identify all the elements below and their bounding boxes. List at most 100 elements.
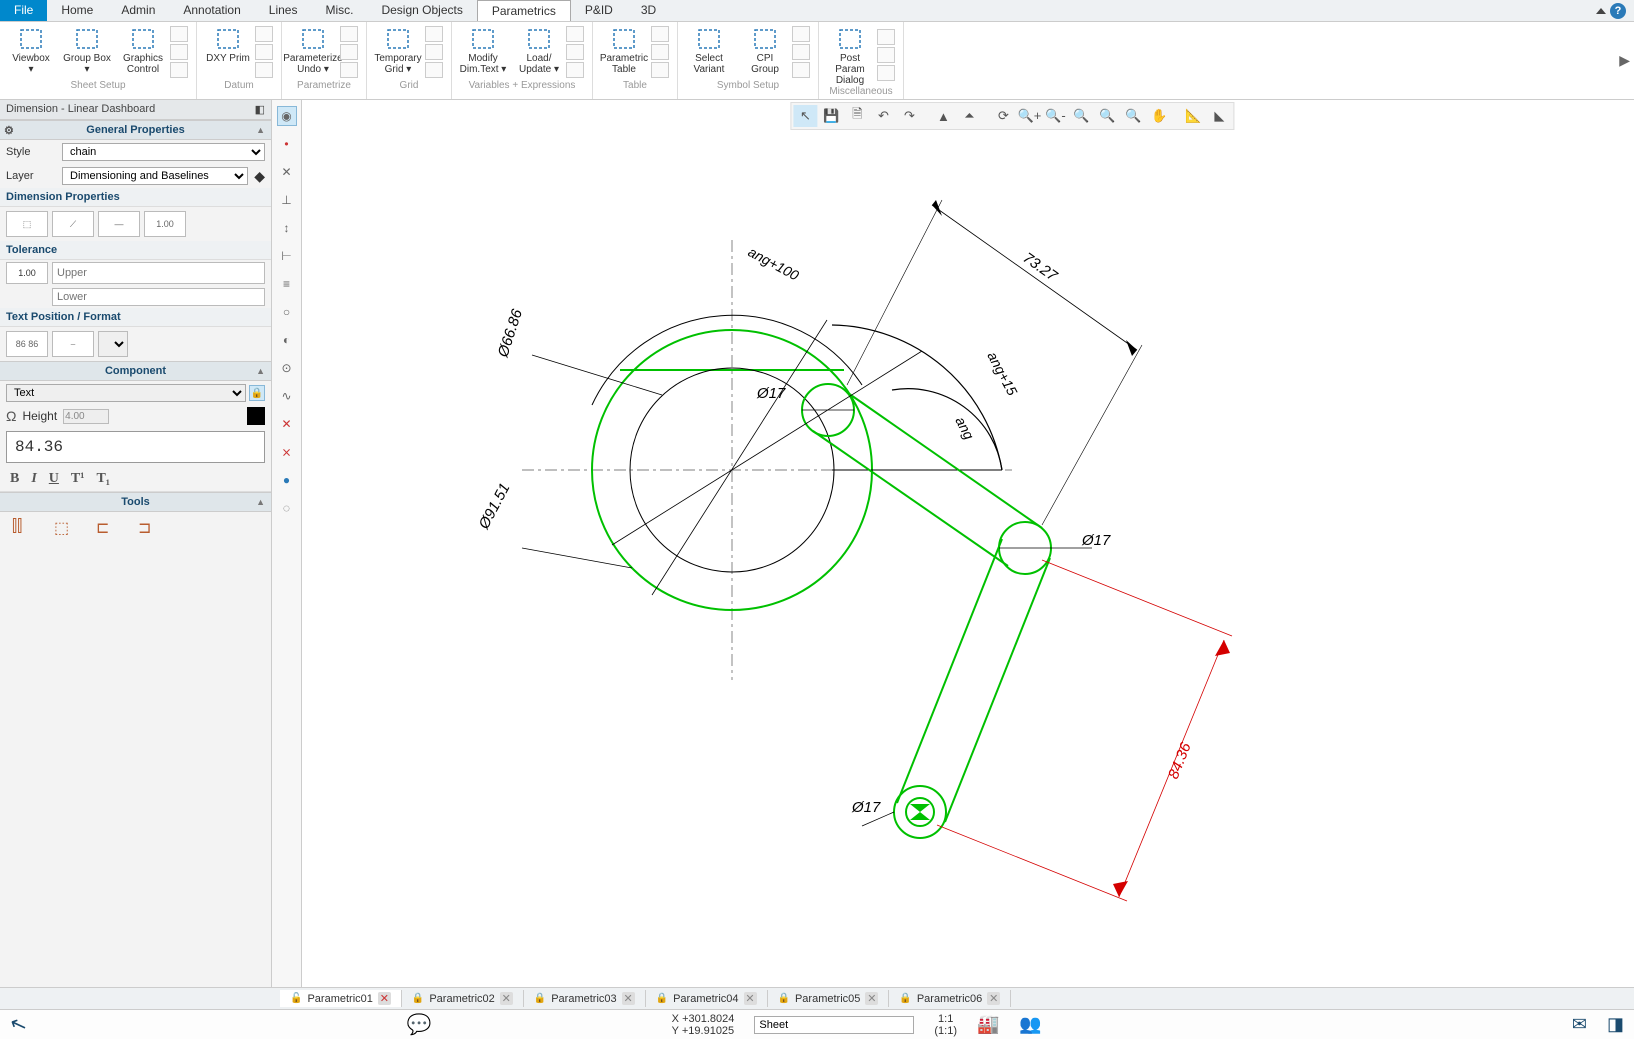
tol-upper-input[interactable]	[52, 262, 265, 284]
menu-3d[interactable]: 3D	[627, 0, 670, 21]
component-type-select[interactable]: Text	[6, 384, 246, 402]
menu-file[interactable]: File	[0, 0, 47, 21]
superscript-button[interactable]: T¹	[71, 471, 85, 487]
menu-design-objects[interactable]: Design Objects	[367, 0, 476, 21]
building-icon[interactable]: 🏭	[977, 1014, 999, 1035]
ribbon-mini-icon[interactable]	[651, 44, 669, 60]
ribbon-button[interactable]: Group Box▾	[62, 24, 112, 80]
ribbon-mini-icon[interactable]	[425, 62, 443, 78]
menu-annotation[interactable]: Annotation	[169, 0, 254, 21]
ctool-save[interactable]: 💾	[819, 105, 843, 127]
sheet-input[interactable]	[754, 1016, 914, 1034]
lock-icon[interactable]: 🔒	[249, 385, 265, 401]
vtool-9[interactable]: ⊙	[277, 358, 297, 378]
close-icon[interactable]: ✕	[622, 992, 635, 1005]
ribbon-button[interactable]: ModifyDim.Text ▾	[458, 24, 508, 80]
document-tab[interactable]: 🔓Parametric01✕	[280, 990, 402, 1007]
close-icon[interactable]: ✕	[500, 992, 513, 1005]
ribbon-mini-icon[interactable]	[425, 26, 443, 42]
menu-misc[interactable]: Misc.	[311, 0, 367, 21]
chat-icon[interactable]: 💬	[407, 1012, 432, 1037]
textpos-select[interactable]	[98, 331, 128, 357]
document-tab[interactable]: 🔒Parametric06✕	[889, 990, 1011, 1007]
ctool-redo[interactable]: ↷	[897, 105, 921, 127]
close-icon[interactable]: ✕	[378, 992, 391, 1005]
ribbon-mini-icon[interactable]	[255, 26, 273, 42]
tool-2[interactable]: ⬚	[54, 518, 78, 540]
vtool-11[interactable]: ✕	[277, 414, 297, 434]
menu-lines[interactable]: Lines	[255, 0, 312, 21]
ctool-refresh[interactable]: ⟳	[991, 105, 1015, 127]
style-select[interactable]: chain	[62, 143, 265, 161]
textpos-btn-2[interactable]: ⎯	[52, 331, 94, 357]
ribbon-button[interactable]: CPIGroup	[740, 24, 790, 80]
mail-icon[interactable]: ✉	[1572, 1014, 1587, 1035]
ribbon-button[interactable]: DXY Prim	[203, 24, 253, 80]
gear-icon[interactable]: ⚙	[4, 124, 14, 137]
ctool-zoomout[interactable]: 🔍-	[1043, 105, 1067, 127]
ribbon-mini-icon[interactable]	[651, 26, 669, 42]
ribbon-scroll-right-icon[interactable]: ▶	[1619, 52, 1630, 69]
ribbon-mini-icon[interactable]	[877, 29, 895, 45]
ribbon-button[interactable]: Post ParamDialog	[825, 24, 875, 86]
ribbon-mini-icon[interactable]	[792, 26, 810, 42]
ribbon-button[interactable]: SelectVariant	[684, 24, 734, 80]
ctool-top2[interactable]: ⏶	[957, 105, 981, 127]
vtool-14[interactable]: ◌	[277, 498, 297, 518]
ribbon-mini-icon[interactable]	[566, 44, 584, 60]
ribbon-mini-icon[interactable]	[566, 62, 584, 78]
ctool-undo[interactable]: ↶	[871, 105, 895, 127]
panel-icon[interactable]: ◨	[1607, 1014, 1624, 1035]
section-component[interactable]: Component ▲	[0, 361, 271, 381]
ribbon-mini-icon[interactable]	[255, 62, 273, 78]
ribbon-mini-icon[interactable]	[792, 44, 810, 60]
ribbon-mini-icon[interactable]	[425, 44, 443, 60]
ribbon-button[interactable]: GraphicsControl	[118, 24, 168, 80]
close-icon[interactable]: ✕	[865, 992, 878, 1005]
sidebar-pin-icon[interactable]: ◧	[255, 103, 265, 116]
menu-admin[interactable]: Admin	[107, 0, 169, 21]
bold-button[interactable]: B	[10, 471, 19, 487]
ribbon-mini-icon[interactable]	[170, 62, 188, 78]
layers-icon[interactable]: ◆	[254, 168, 265, 185]
ribbon-mini-icon[interactable]	[877, 47, 895, 63]
ctool-pan[interactable]: ✋	[1147, 105, 1171, 127]
vtool-3[interactable]: ⊥	[277, 190, 297, 210]
vtool-8[interactable]: ◐	[277, 330, 297, 350]
dim-btn-1[interactable]: ⬚	[6, 211, 48, 237]
subscript-button[interactable]: T₁	[96, 471, 110, 487]
ribbon-button[interactable]: ParametricTable	[599, 24, 649, 80]
vtool-1[interactable]: •	[277, 134, 297, 154]
section-tools[interactable]: Tools ▲	[0, 492, 271, 512]
vtool-2[interactable]: ✕	[277, 162, 297, 182]
ribbon-mini-icon[interactable]	[340, 44, 358, 60]
help-icon[interactable]: ?	[1610, 3, 1626, 19]
menu-parametrics[interactable]: Parametrics	[477, 0, 571, 21]
section-general[interactable]: ⚙ General Properties ▲	[0, 120, 271, 140]
ctool-ruler[interactable]: ◣	[1207, 105, 1231, 127]
ctool-saveas[interactable]: 🗎	[845, 105, 869, 127]
ribbon-button[interactable]: TemporaryGrid ▾	[373, 24, 423, 80]
ctool-zoomwin[interactable]: 🔍	[1095, 105, 1119, 127]
people-icon[interactable]: 👥	[1019, 1014, 1041, 1035]
color-swatch[interactable]	[247, 407, 265, 425]
document-tab[interactable]: 🔒Parametric02✕	[402, 990, 524, 1007]
ctool-zoomin[interactable]: 🔍+	[1017, 105, 1041, 127]
document-tab[interactable]: 🔒Parametric05✕	[768, 990, 890, 1007]
ribbon-button[interactable]: Viewbox▾	[6, 24, 56, 80]
vtool-snap[interactable]: ◉	[277, 106, 297, 126]
tol-lower-input[interactable]	[52, 288, 265, 306]
dim-btn-4[interactable]: 1.00	[144, 211, 186, 237]
vtool-5[interactable]: ⊢	[277, 246, 297, 266]
vtool-7[interactable]: ○	[277, 302, 297, 322]
dimension-text-input[interactable]: 84.36	[6, 431, 265, 463]
tool-3[interactable]: ⊏	[96, 518, 120, 540]
ribbon-mini-icon[interactable]	[170, 26, 188, 42]
ctool-select[interactable]: ↖	[793, 105, 817, 127]
ribbon-mini-icon[interactable]	[340, 62, 358, 78]
ribbon-mini-icon[interactable]	[340, 26, 358, 42]
ribbon-button[interactable]: Load/Update ▾	[514, 24, 564, 80]
collapse-ribbon-icon[interactable]	[1596, 8, 1606, 14]
menu-pid[interactable]: P&ID	[571, 0, 627, 21]
close-icon[interactable]: ✕	[987, 992, 1000, 1005]
